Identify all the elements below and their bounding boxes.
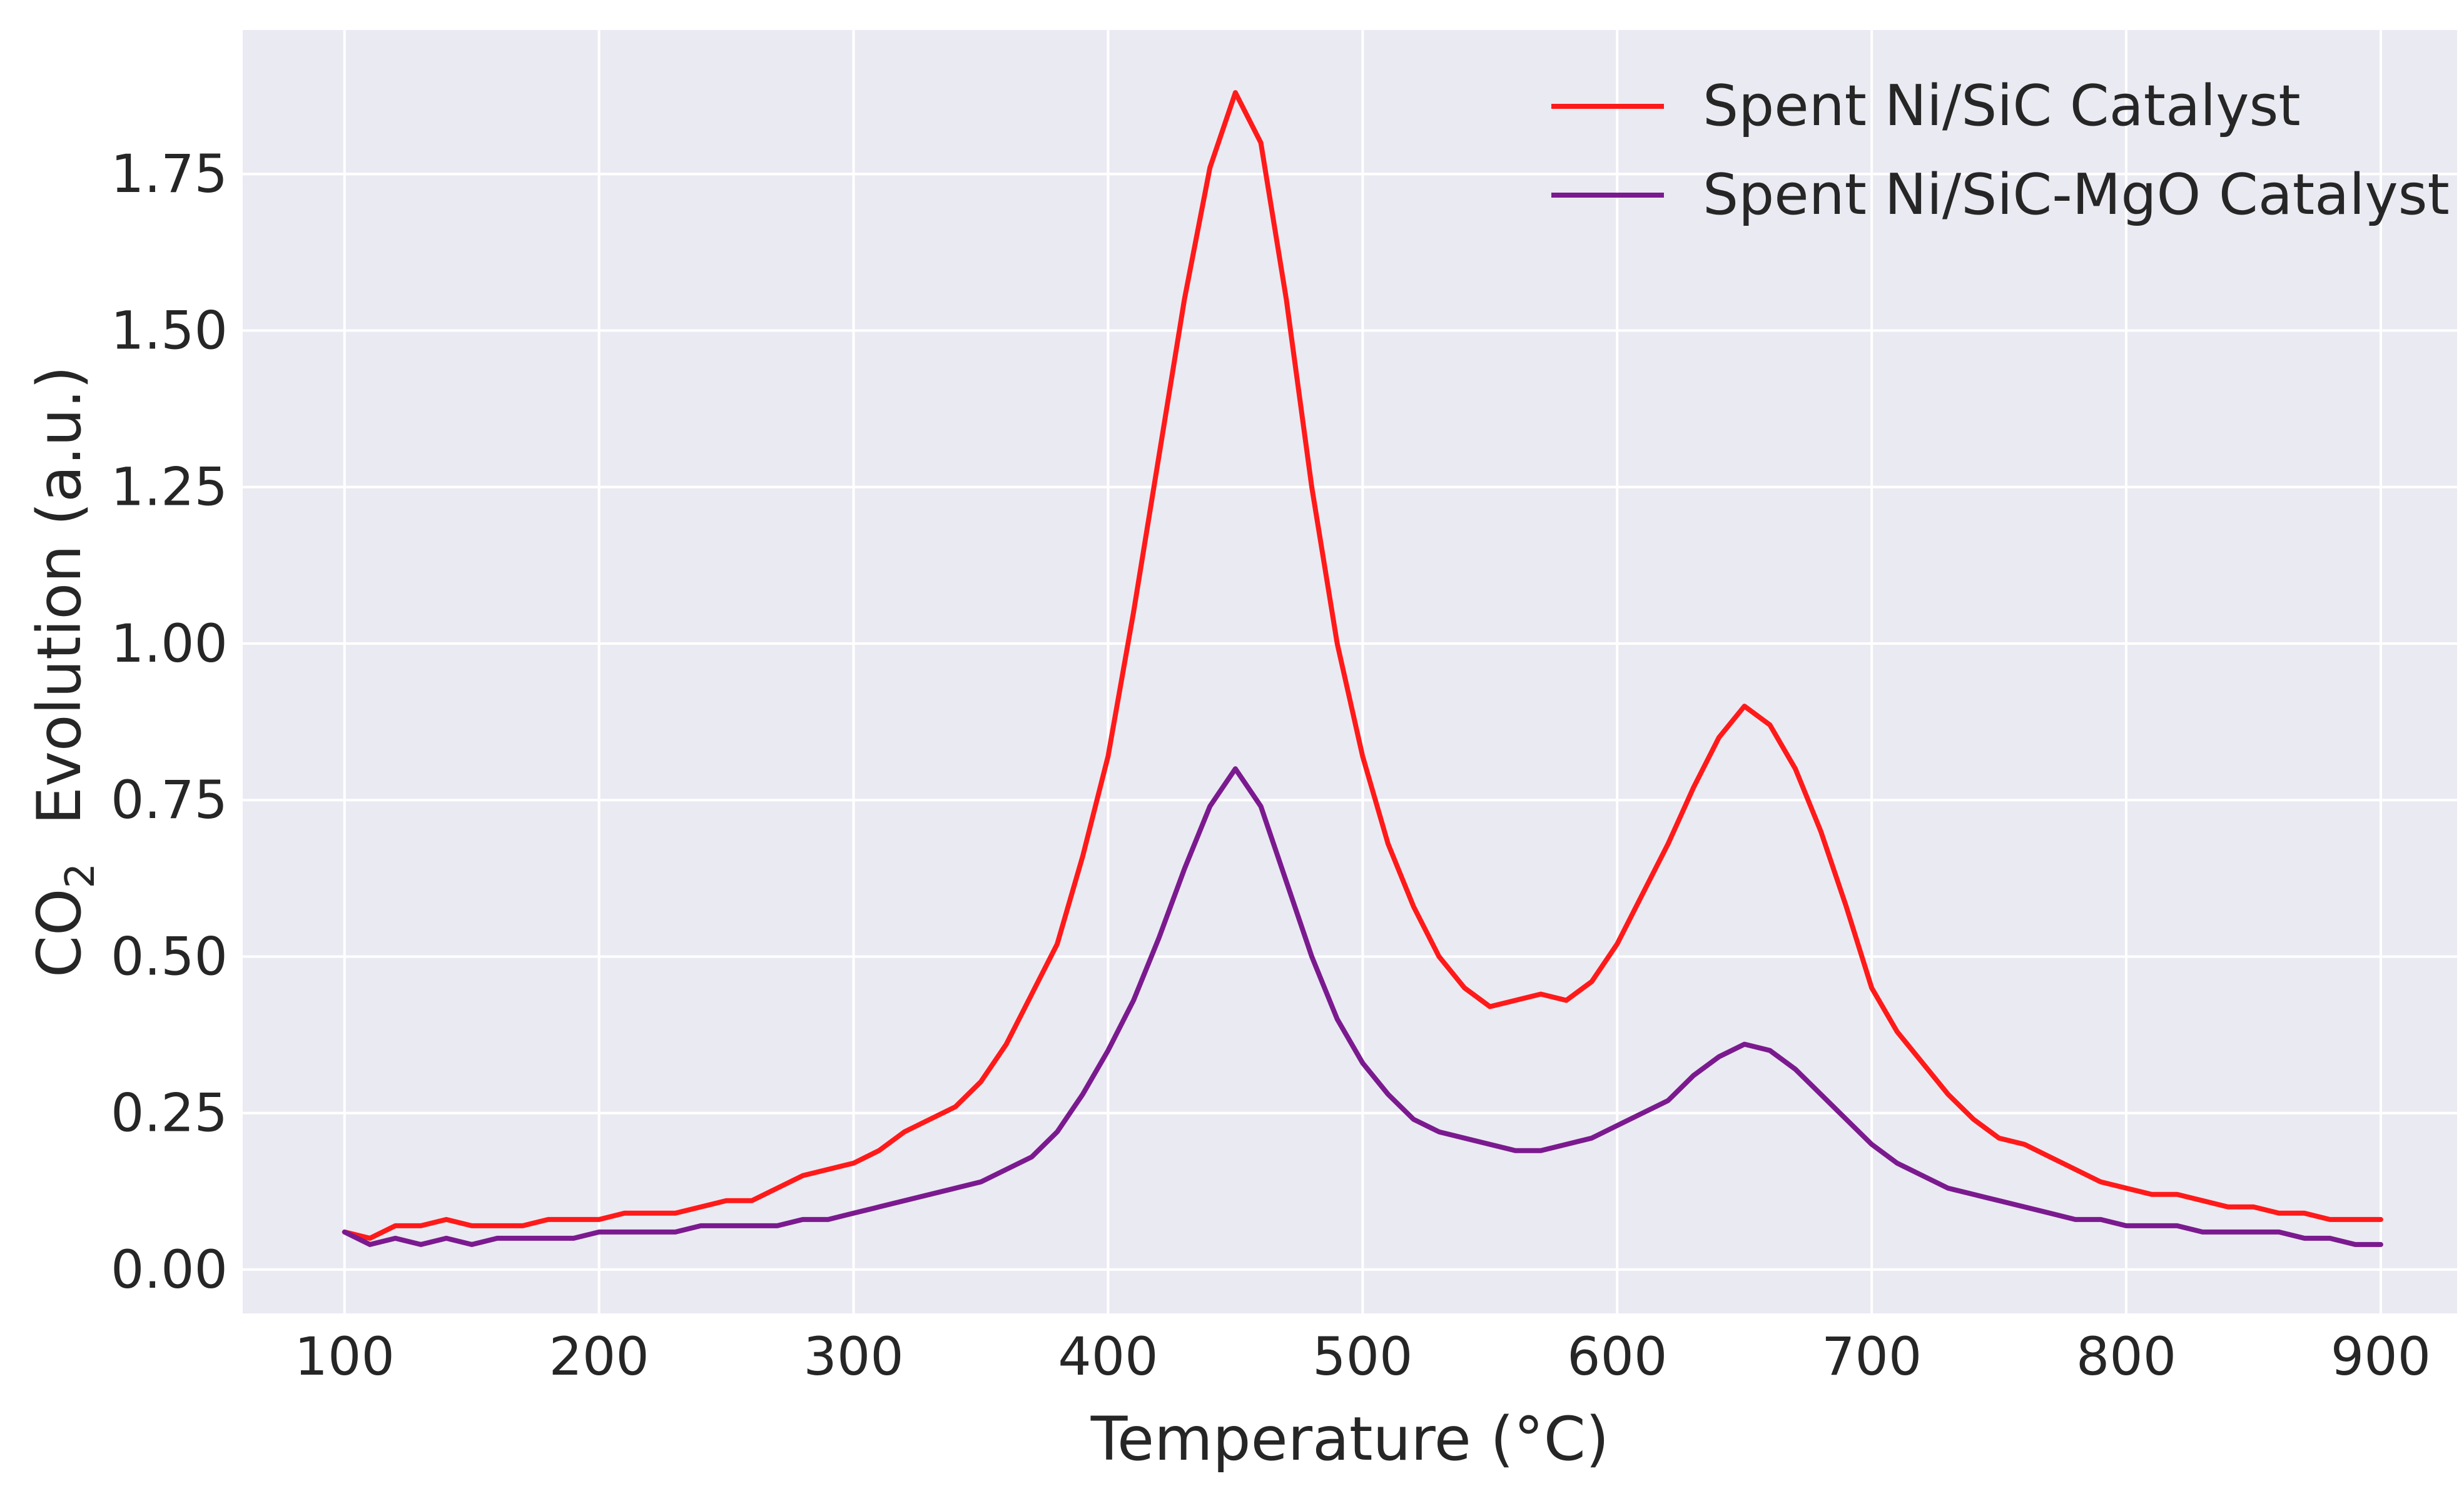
y-axis-label: CO2 Evolution (a.u.) xyxy=(24,366,104,978)
y-tick-label: 0.75 xyxy=(111,769,228,831)
series-layer xyxy=(342,90,2383,1247)
y-axis-label-prefix: CO xyxy=(24,888,94,978)
y-tick-label: 0.50 xyxy=(111,926,228,987)
grid xyxy=(243,30,2457,1313)
y-axis-label-suffix: Evolution (a.u.) xyxy=(24,366,94,863)
legend-label-spent-ni-sic-mgo: Spent Ni/SiC-MgO Catalyst xyxy=(1703,162,2450,228)
x-tick-label: 600 xyxy=(1567,1326,1667,1387)
x-tick-label: 500 xyxy=(1312,1326,1412,1387)
series-spent-ni-sic-mgo-line xyxy=(342,766,2383,1247)
legend-label-spent-ni-sic: Spent Ni/SiC Catalyst xyxy=(1703,73,2301,139)
legend: Spent Ni/SiC Catalyst Spent Ni/SiC-MgO C… xyxy=(1551,73,2450,228)
series-spent-ni-sic-line xyxy=(342,90,2383,1241)
y-tick-label: 1.50 xyxy=(111,300,228,361)
x-tick-label: 400 xyxy=(1058,1326,1158,1387)
x-tick-label: 800 xyxy=(2076,1326,2176,1387)
x-tick-label: 100 xyxy=(295,1326,395,1387)
y-tick-label: 1.00 xyxy=(111,613,228,674)
x-tick-label: 200 xyxy=(549,1326,649,1387)
x-tick-label: 300 xyxy=(803,1326,903,1387)
x-tick-label: 900 xyxy=(2331,1326,2431,1387)
y-tick-labels: 0.00 0.25 0.50 0.75 1.00 1.25 1.50 1.75 xyxy=(111,143,228,1300)
x-tick-label: 700 xyxy=(1822,1326,1922,1387)
y-tick-label: 1.25 xyxy=(111,457,228,518)
y-tick-label: 1.75 xyxy=(111,143,228,205)
x-tick-labels: 100 200 300 400 500 600 700 800 900 xyxy=(295,1326,2431,1387)
x-axis-label: Temperature (°C) xyxy=(1090,1404,1610,1474)
y-tick-label: 0.25 xyxy=(111,1083,228,1144)
y-tick-label: 0.00 xyxy=(111,1239,228,1300)
y-axis-label-subscript: 2 xyxy=(58,863,104,889)
plot-background xyxy=(243,30,2457,1313)
